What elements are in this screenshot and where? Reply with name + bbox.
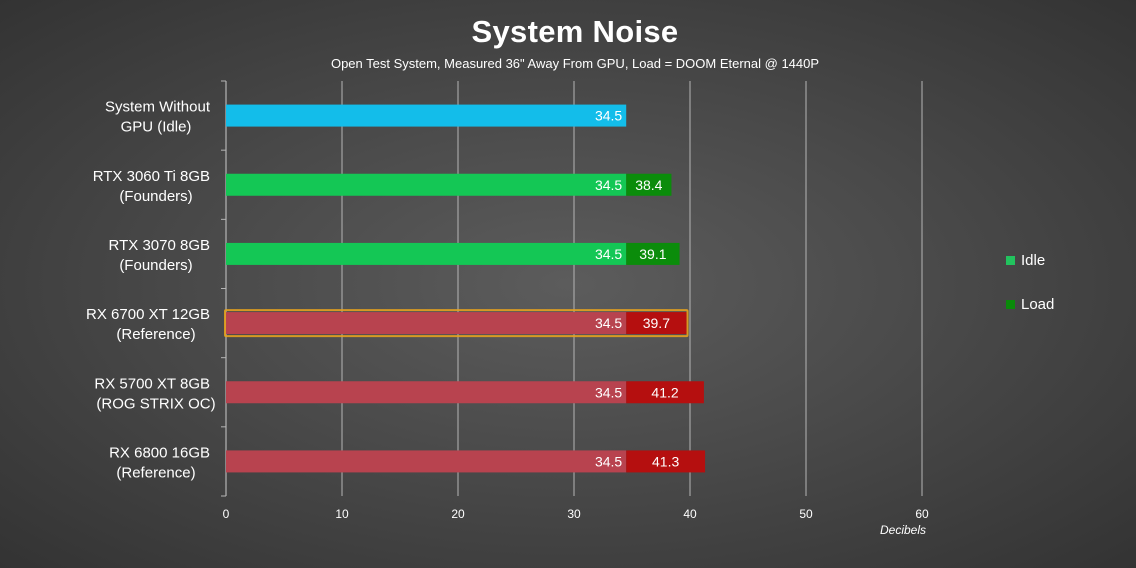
x-tick-label-20: 20 [451, 507, 465, 521]
bar-idle-value: 34.5 [595, 384, 622, 400]
bar-idle [226, 381, 627, 404]
x-axis-label: Decibels [880, 523, 926, 537]
bar-idle [226, 242, 627, 265]
category-label-line2: GPU (Idle) [121, 119, 192, 136]
x-tick-label-10: 10 [335, 507, 349, 521]
bar-load-value: 41.2 [651, 384, 678, 400]
bar-idle [226, 450, 627, 473]
bar-idle [226, 104, 627, 127]
legend-label-idle: Idle [1021, 251, 1046, 269]
category-label-line2: (Founders) [119, 188, 192, 205]
legend-label-load: Load [1021, 295, 1055, 313]
category-label-line2: (ROG STRIX OC) [96, 395, 215, 412]
grid-lines [221, 80, 923, 497]
bar-load-value: 39.1 [639, 246, 666, 262]
bar-load [626, 450, 706, 473]
bar-load [626, 381, 704, 404]
bar-load-value: 41.3 [652, 453, 679, 469]
legend-item-load: Load [1006, 294, 1054, 314]
chart-subtitle: Open Test System, Measured 36" Away From… [330, 56, 820, 71]
bar-idle [226, 312, 627, 335]
bar-idle-value: 34.5 [595, 108, 622, 124]
bar-idle [226, 173, 627, 196]
chart-title: System Noise [471, 14, 679, 49]
category-label-line1: RTX 3060 Ti 8GB [93, 168, 210, 185]
bar-load [626, 312, 687, 335]
bar-idle-value: 34.5 [595, 453, 622, 469]
x-tick-label-40: 40 [683, 507, 697, 521]
bar-idle-value: 34.5 [595, 315, 622, 331]
bar-load-value: 39.7 [643, 315, 670, 331]
bars: 34.5 34.5 38.4 34.5 39.1 34.5 39.7 34.5 41.2 34.5… [224, 104, 706, 473]
category-label-line1: RX 5700 XT 8GB [94, 375, 210, 392]
x-tick-label-0: 0 [223, 507, 230, 521]
x-tick-label-50: 50 [799, 507, 813, 521]
bar-load [626, 173, 672, 196]
category-label-line1: RTX 3070 8GB [109, 237, 210, 254]
legend-swatch-idle [1006, 255, 1015, 265]
category-label-line1: RX 6700 XT 12GB [86, 306, 210, 323]
bar-idle-value: 34.5 [595, 177, 622, 193]
highlight-outline [224, 309, 689, 338]
x-tick-labels: 0 10 20 30 40 50 60 [223, 507, 929, 521]
category-label-line1: System Without [105, 99, 211, 116]
bar-load-value: 38.4 [635, 177, 662, 193]
x-tick-label-30: 30 [567, 507, 581, 521]
legend: Idle Load [1006, 250, 1054, 338]
category-labels: System Without GPU (Idle) RTX 3060 Ti 8GB (… [86, 99, 216, 482]
legend-swatch-load [1006, 299, 1015, 309]
category-label-line2: (Reference) [116, 464, 195, 481]
bar-load [626, 242, 680, 265]
category-label-line2: (Reference) [116, 326, 195, 343]
category-label-line2: (Founders) [119, 257, 192, 274]
bar-idle-value: 34.5 [595, 246, 622, 262]
x-tick-label-60: 60 [915, 507, 929, 521]
legend-item-idle: Idle [1006, 250, 1054, 270]
category-label-line1: RX 6800 16GB [109, 444, 210, 461]
